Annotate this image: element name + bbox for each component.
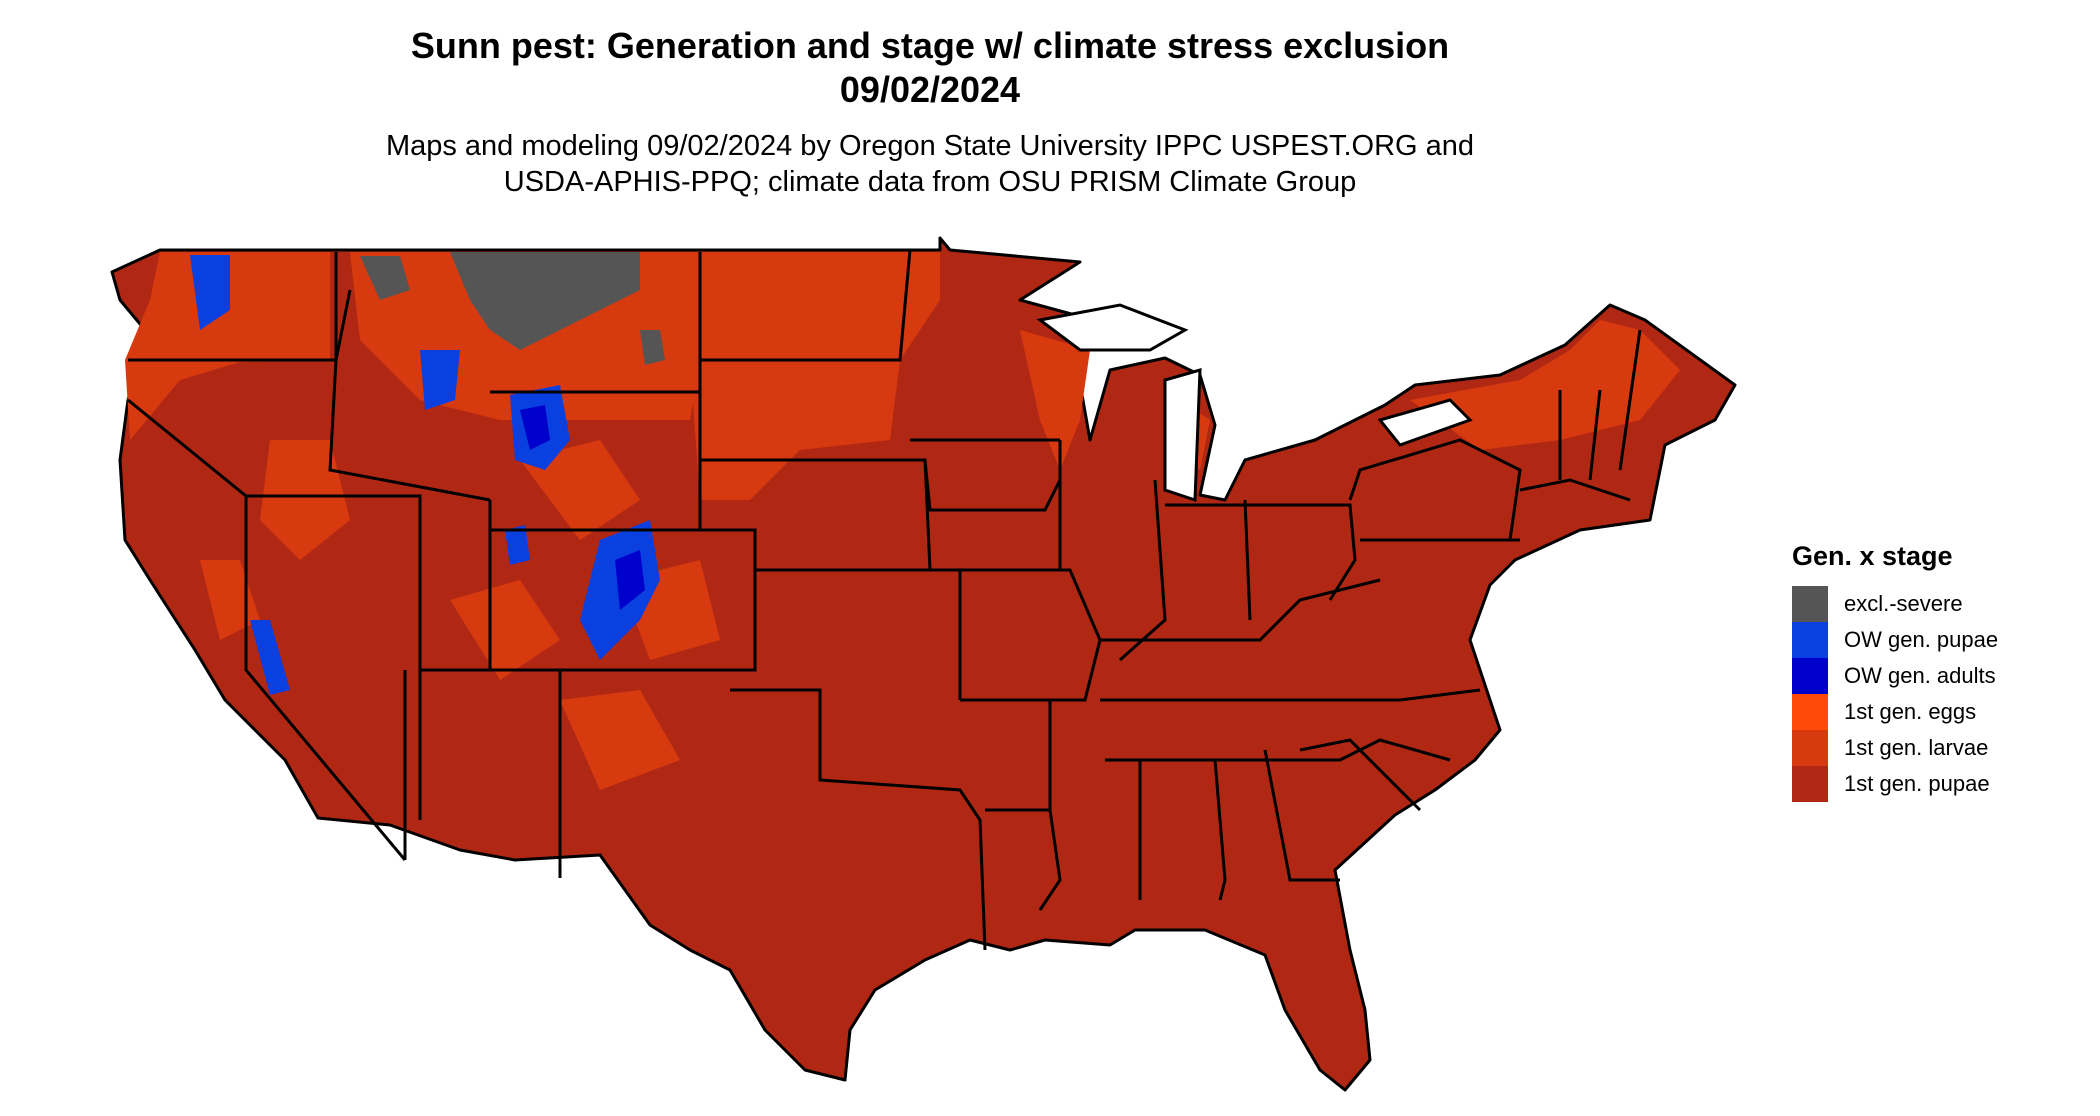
map-subtitle-line2: USDA-APHIS-PPQ; climate data from OSU PR… — [503, 166, 1357, 198]
legend-label: 1st gen. larvae — [1844, 735, 1989, 760]
map-title: Sunn pest: Generation and stage w/ clima… — [410, 25, 1450, 66]
legend-swatch — [1792, 658, 1828, 694]
legend-swatch — [1792, 586, 1828, 622]
legend-swatch — [1792, 766, 1828, 802]
great-lakes — [1036, 303, 1473, 503]
legend-label: OW gen. adults — [1844, 663, 1996, 688]
map-legend: Gen. x stage excl.-severe OW gen. pupae OW… — [1792, 540, 1998, 802]
overwintering-areas — [190, 255, 660, 695]
legend-label: 1st gen. eggs — [1844, 699, 1977, 724]
legend-swatch — [1792, 730, 1828, 766]
legend-item: 1st gen. larvae — [1792, 730, 1998, 766]
legend-title: Gen. x stage — [1792, 541, 1953, 571]
state-borders — [127, 249, 1642, 951]
map-subtitle-line1: Maps and modeling 09/02/2024 by Oregon S… — [385, 130, 1475, 162]
legend-item: OW gen. adults — [1792, 658, 1998, 694]
legend-item: 1st gen. eggs — [1792, 694, 1998, 730]
excluded-areas — [360, 252, 665, 365]
legend-label: OW gen. pupae — [1844, 627, 1999, 652]
us-landmass — [110, 236, 1737, 1092]
legend-swatch — [1792, 694, 1828, 730]
legend-item: OW gen. pupae — [1792, 622, 1998, 658]
legend-item: excl.-severe — [1792, 586, 1998, 622]
legend-label: 1st gen. pupae — [1844, 771, 1990, 796]
legend-label: excl.-severe — [1844, 591, 1963, 616]
legend-item: 1st gen. pupae — [1792, 766, 1998, 802]
map-date: 09/02/2024 — [839, 69, 1021, 110]
legend-swatch — [1792, 622, 1828, 658]
us-phenology-map — [110, 236, 1737, 1092]
